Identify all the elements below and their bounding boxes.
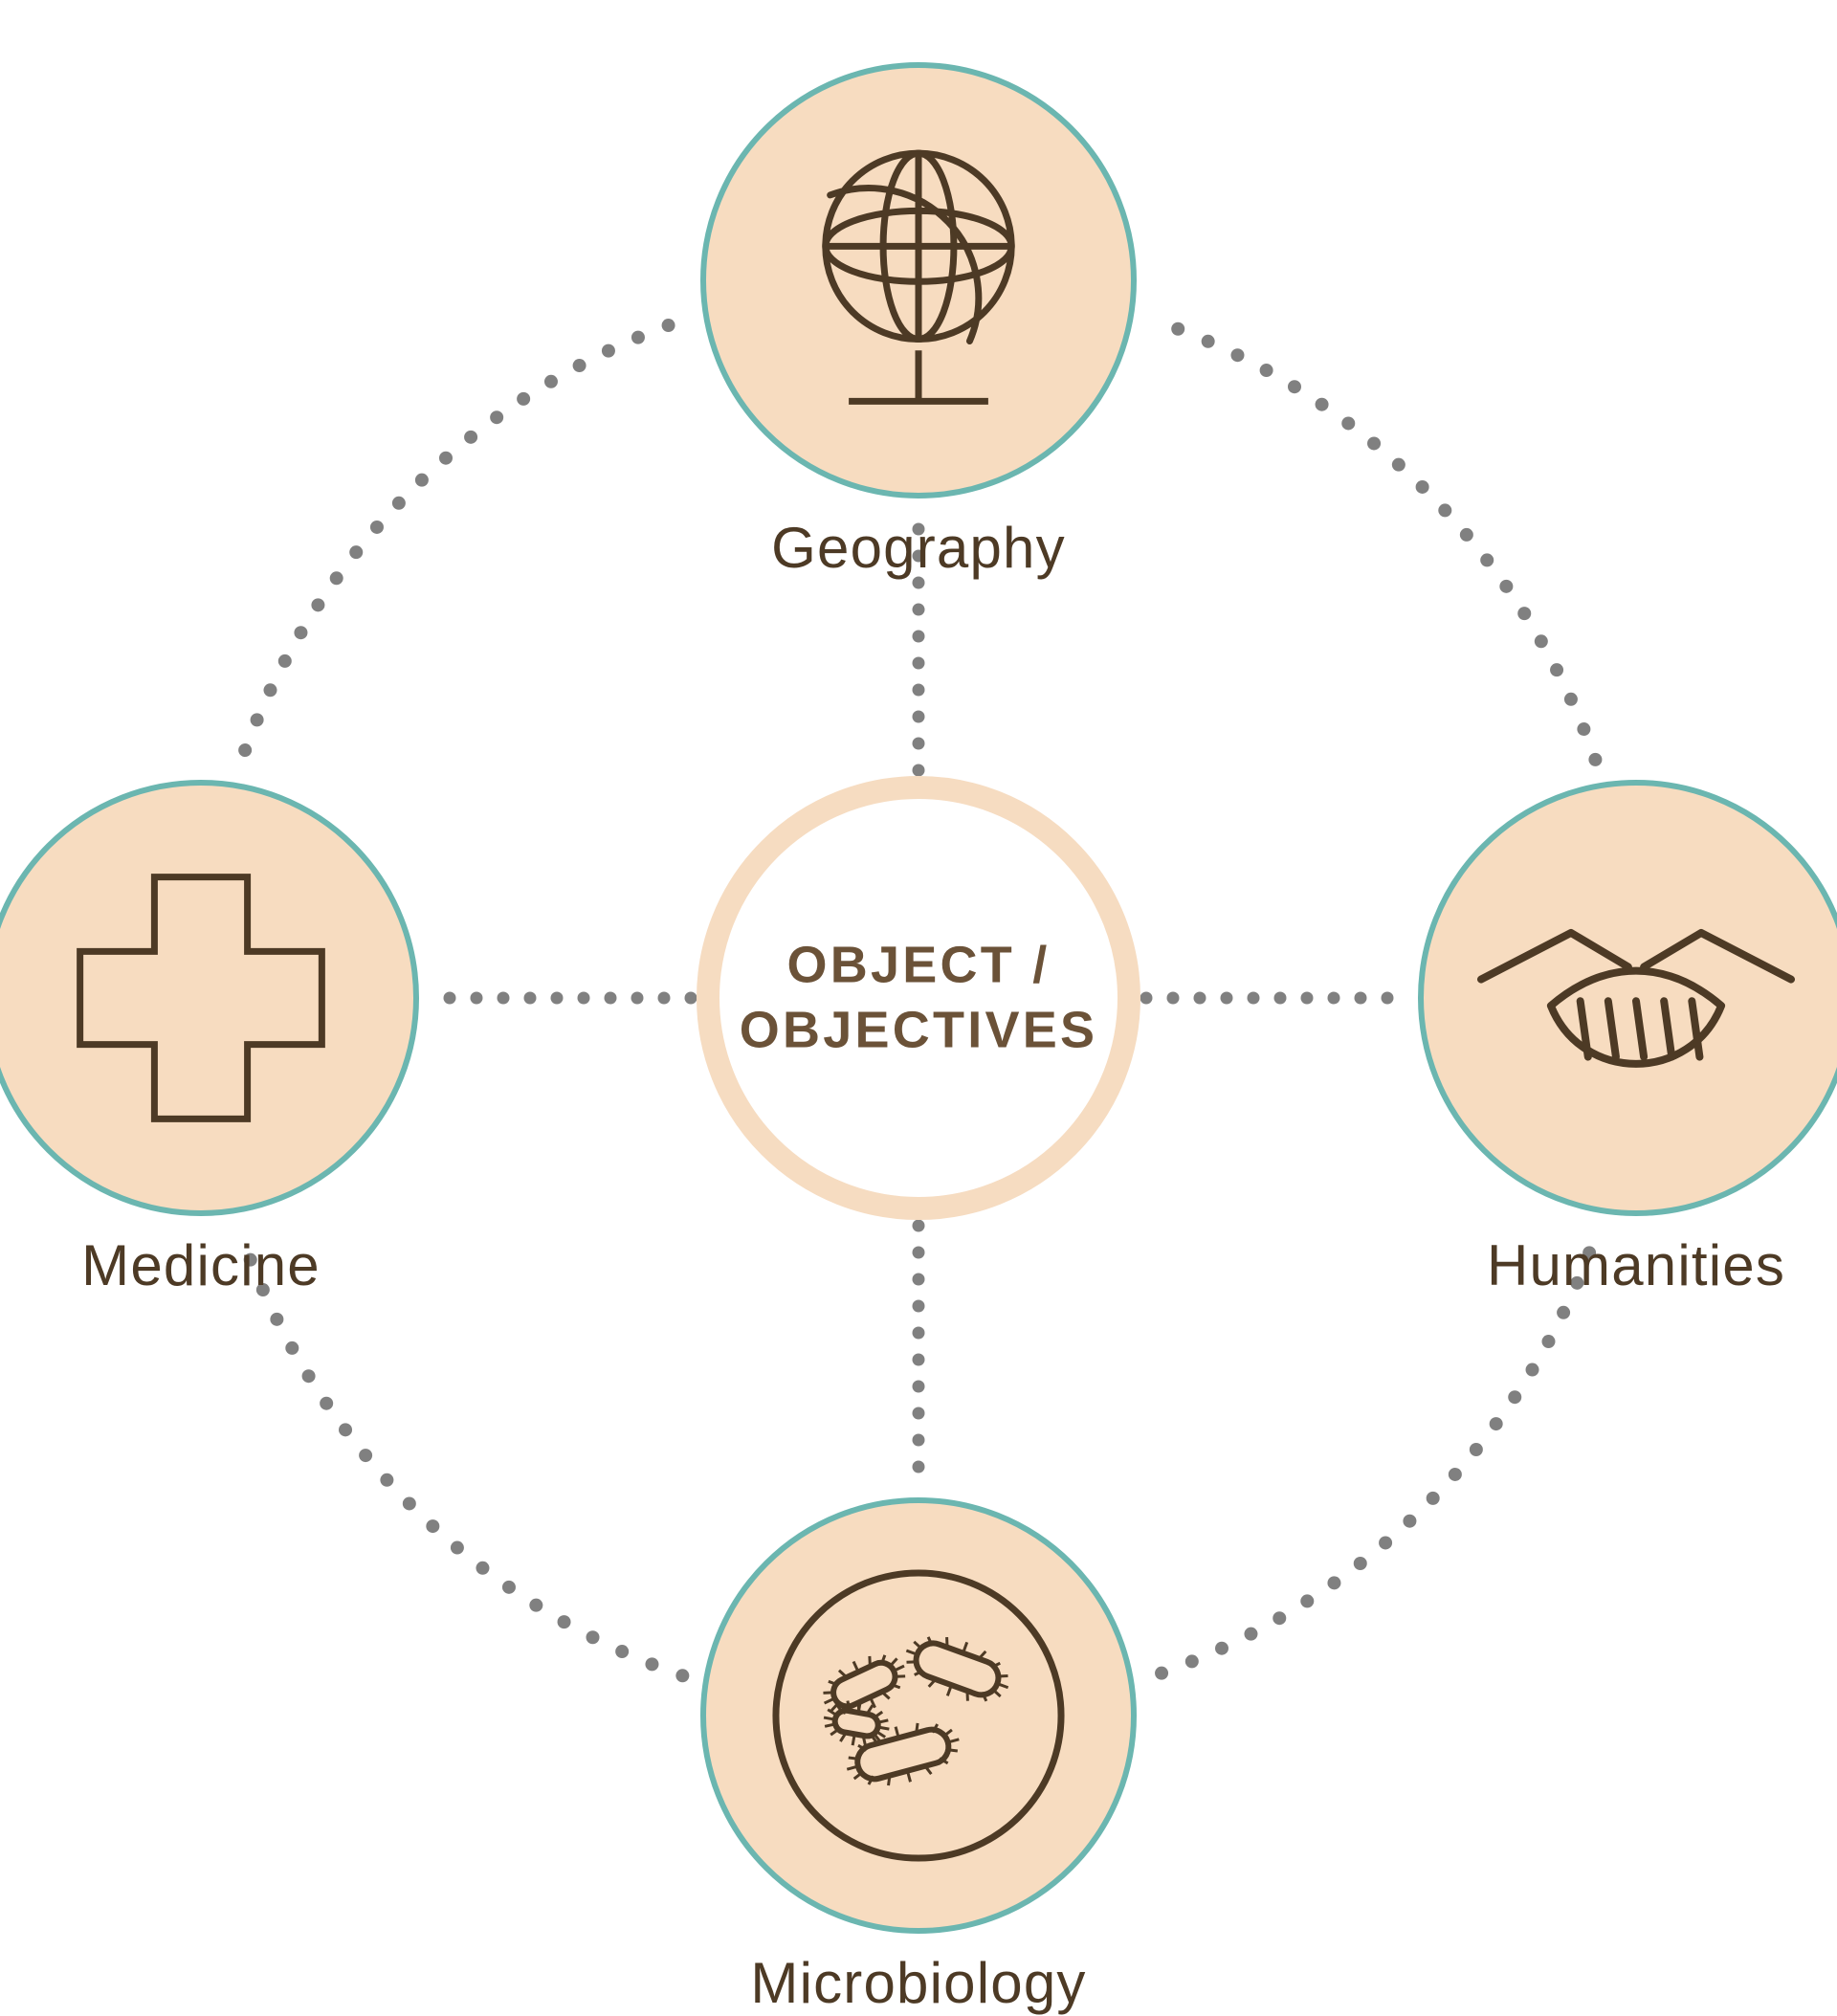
center-label-line2: OBJECTIVES xyxy=(740,998,1098,1063)
center-label: OBJECT /OBJECTIVES xyxy=(740,934,1098,1063)
humanities-label: Humanities xyxy=(1487,1232,1785,1298)
microbiology-label: Microbiology xyxy=(750,1950,1086,2016)
diagram-canvas: OBJECT /OBJECTIVESGeographyHumanitiesMic… xyxy=(0,0,1837,1996)
center-label-line1: OBJECT / xyxy=(740,934,1098,999)
geography-label: Geography xyxy=(771,515,1066,581)
medicine-label: Medicine xyxy=(81,1232,321,1298)
